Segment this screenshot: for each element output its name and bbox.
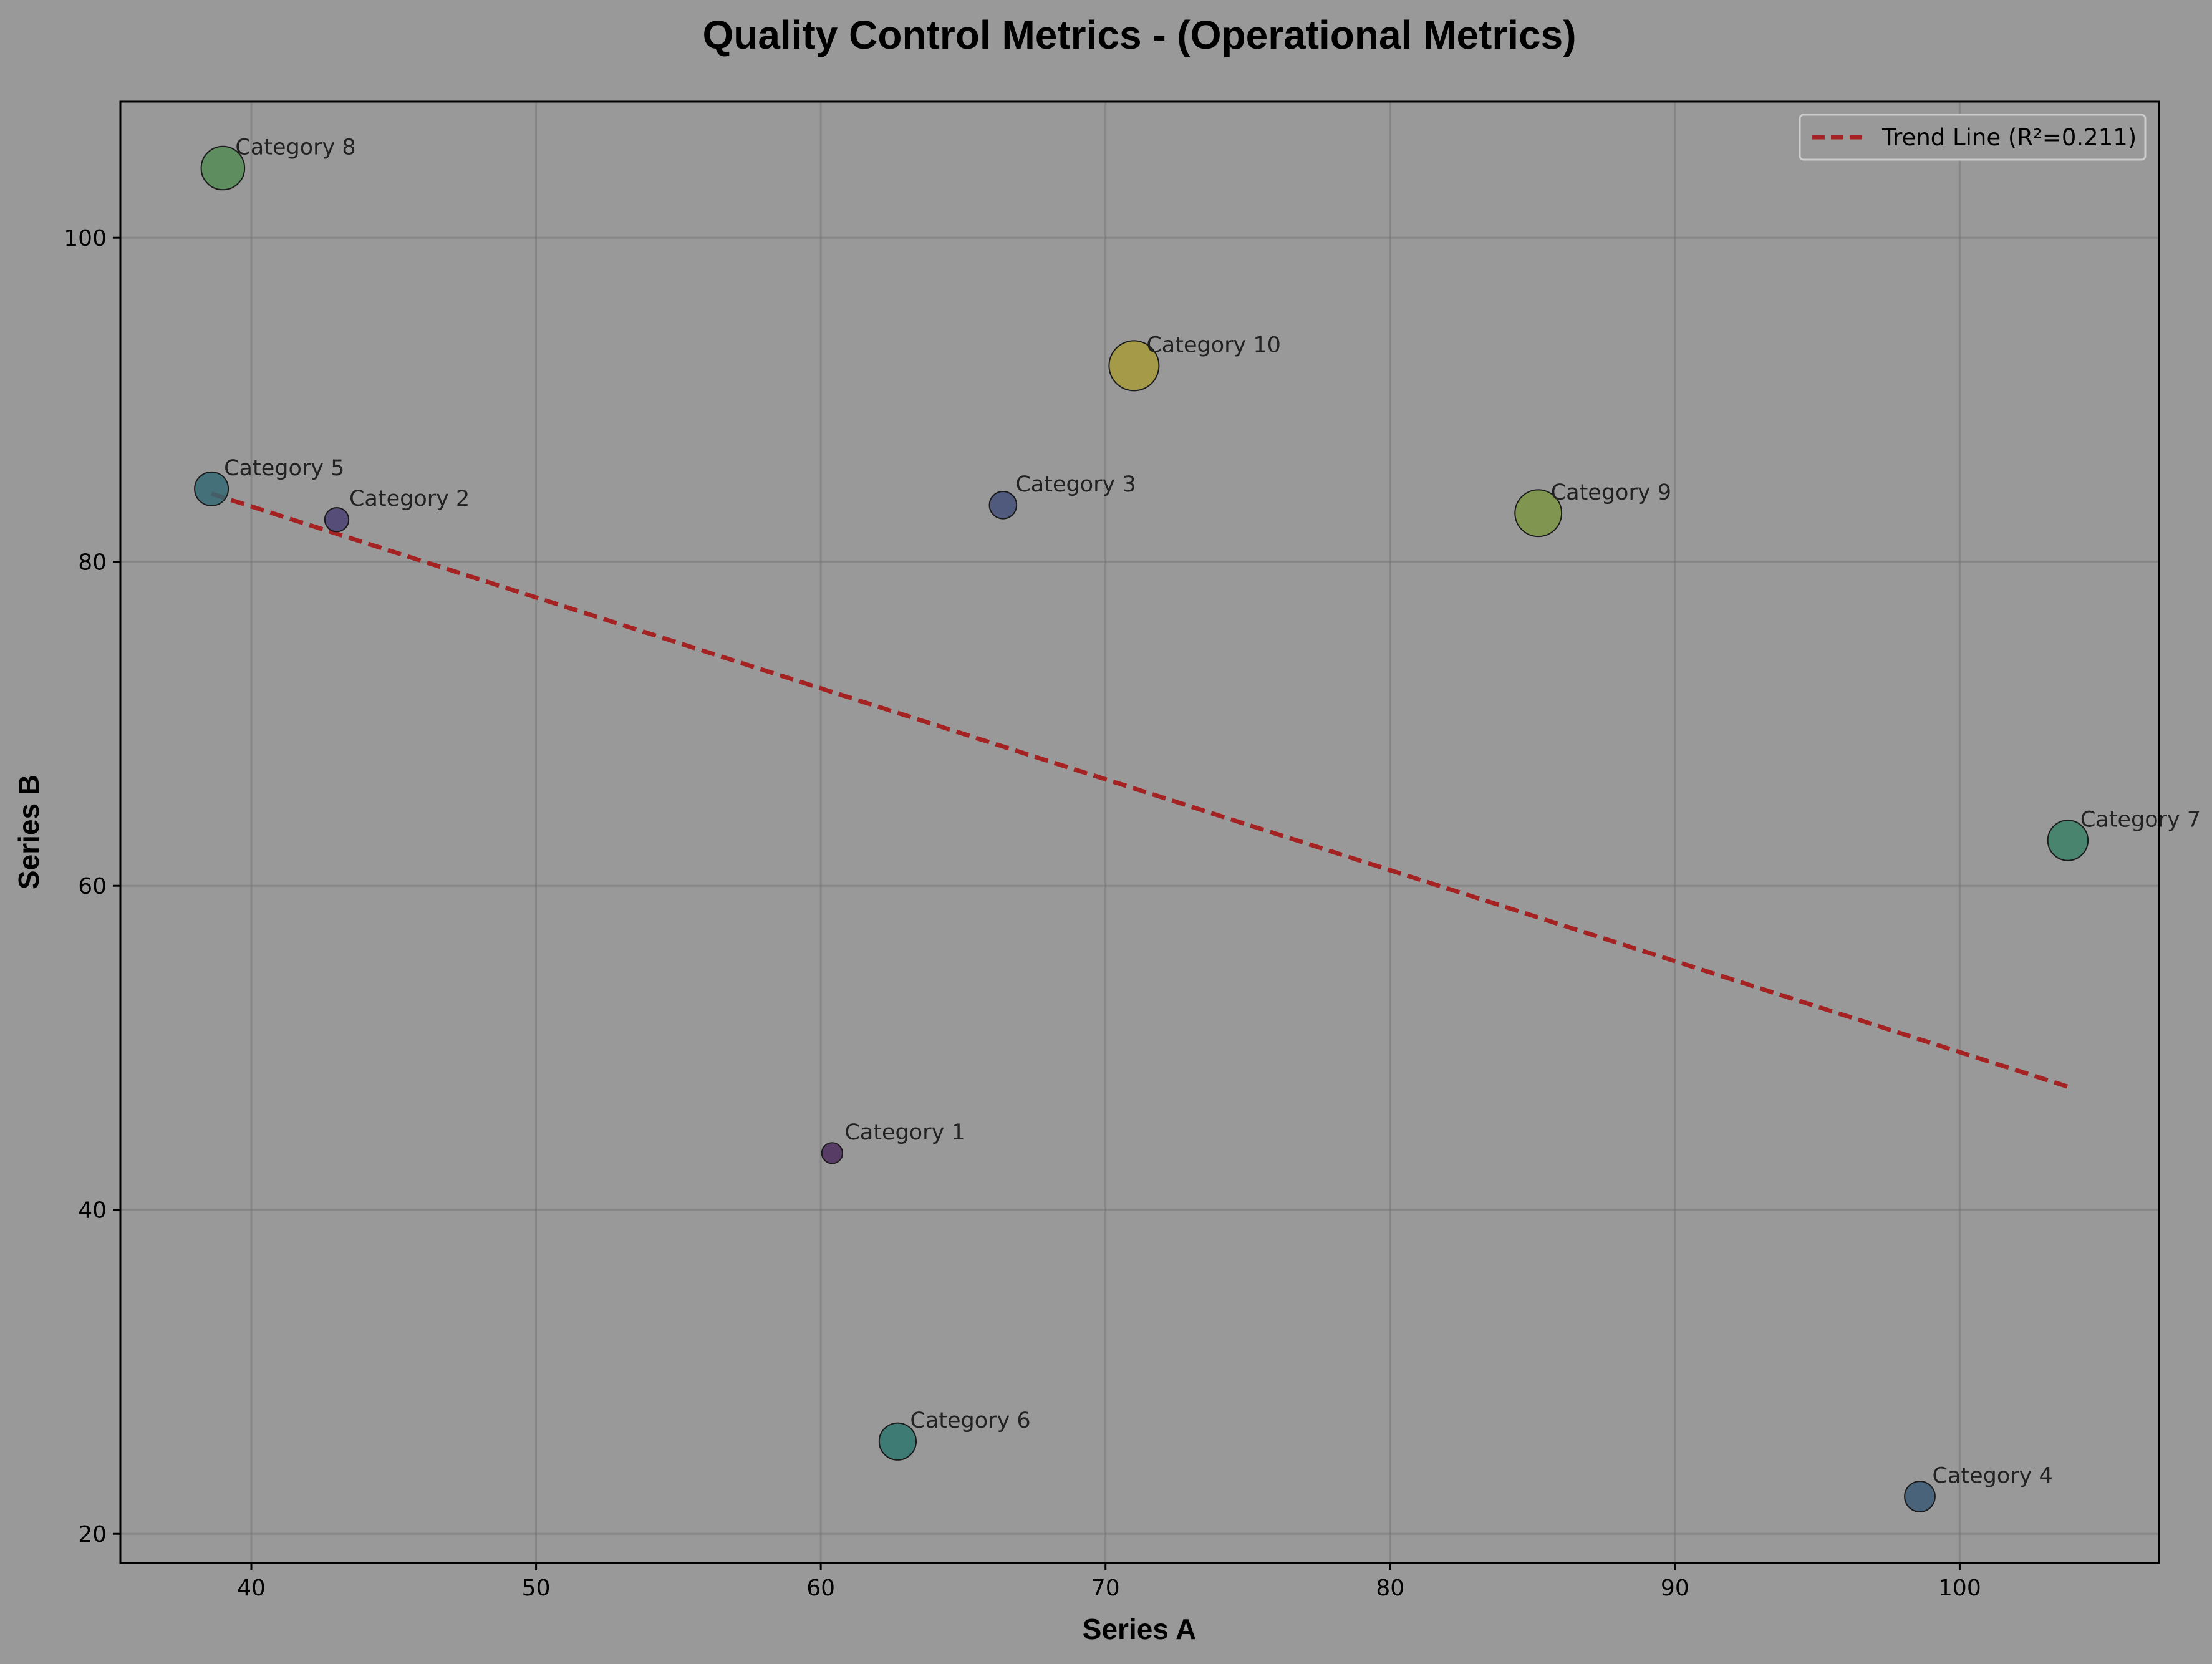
chart-title: Quality Control Metrics - (Operational M… (702, 12, 1576, 57)
y-tick-label: 40 (78, 1198, 107, 1224)
data-point (1108, 340, 1160, 392)
x-tick-label: 90 (1661, 1575, 1689, 1601)
y-axis-label: Series B (12, 775, 45, 889)
point-label: Category 3 (1015, 472, 1136, 497)
data-point (821, 1142, 844, 1164)
point-label: Category 2 (349, 486, 470, 511)
legend-box (1799, 114, 2147, 161)
point-label: Category 5 (224, 456, 344, 481)
y-axis-ticks: 20 40 60 80 100 (64, 226, 120, 1547)
point-label: Category 4 (1932, 1464, 2052, 1489)
x-tick-label: 100 (1938, 1575, 1981, 1601)
data-point (324, 506, 350, 533)
point-label: Category 6 (910, 1408, 1030, 1433)
point-label: Category 10 (1146, 332, 1281, 357)
x-tick-label: 60 (806, 1575, 835, 1601)
data-point (194, 471, 229, 506)
point-label: Category 9 (1551, 480, 1671, 505)
legend-trend-line-label: Trend Line (R²=0.211) (1881, 124, 2137, 151)
y-tick-label: 80 (78, 550, 107, 576)
grid-lines (120, 102, 2159, 1563)
x-tick-label: 80 (1376, 1575, 1404, 1601)
data-point (200, 145, 246, 191)
x-axis-label: Series A (1083, 1613, 1196, 1645)
y-tick-label: 20 (78, 1522, 107, 1547)
legend: Trend Line (R²=0.211) (1799, 114, 2147, 161)
trend-line (211, 491, 2069, 1089)
y-tick-label: 60 (78, 874, 107, 899)
data-point (1904, 1481, 1936, 1512)
data-point (878, 1422, 917, 1461)
x-tick-label: 40 (237, 1575, 266, 1601)
y-tick-label: 100 (64, 226, 107, 251)
data-points (194, 145, 2089, 1512)
point-label: Category 7 (2080, 807, 2201, 832)
point-label: Category 1 (844, 1120, 965, 1145)
x-tick-label: 70 (1091, 1575, 1120, 1601)
data-point (988, 490, 1018, 520)
point-label: Category 8 (235, 135, 355, 160)
data-point (2047, 820, 2089, 861)
data-point (1514, 489, 1563, 538)
point-labels: Category 1 Category 2 Category 3 Category 4… (224, 135, 2201, 1489)
x-axis-ticks: 40 50 60 70 80 90 100 (237, 1563, 1981, 1601)
plot-area-border (119, 100, 2160, 1564)
trend-line-group (211, 491, 2069, 1089)
x-tick-label: 50 (522, 1575, 551, 1601)
